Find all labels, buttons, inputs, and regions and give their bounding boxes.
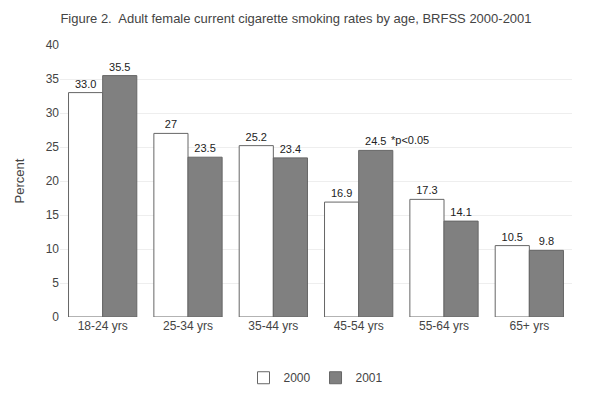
svg-text:9.8: 9.8 (539, 235, 554, 247)
svg-text:23.4: 23.4 (280, 143, 301, 155)
svg-text:14.1: 14.1 (450, 206, 471, 218)
svg-text:35: 35 (46, 72, 60, 86)
svg-text:18-24 yrs: 18-24 yrs (78, 319, 128, 333)
svg-text:0: 0 (52, 310, 59, 324)
svg-text:Figure 2. Adult female curren: Figure 2. Adult female current cigarette… (60, 11, 531, 26)
svg-text:2001: 2001 (356, 371, 383, 385)
svg-text:25.2: 25.2 (246, 131, 267, 143)
svg-text:35-44 yrs: 35-44 yrs (248, 319, 298, 333)
svg-text:55-64 yrs: 55-64 yrs (419, 319, 469, 333)
svg-text:*p<0.05: *p<0.05 (391, 134, 429, 146)
svg-text:Percent: Percent (12, 158, 27, 203)
svg-text:5: 5 (52, 276, 59, 290)
svg-text:10: 10 (46, 242, 60, 256)
svg-text:25-34 yrs: 25-34 yrs (163, 319, 213, 333)
svg-text:65+ yrs: 65+ yrs (509, 319, 549, 333)
svg-text:2000: 2000 (284, 371, 311, 385)
svg-text:10.5: 10.5 (502, 231, 523, 243)
svg-text:17.3: 17.3 (416, 184, 437, 196)
svg-text:27: 27 (165, 118, 177, 130)
svg-text:35.5: 35.5 (109, 61, 130, 73)
svg-text:20: 20 (46, 174, 60, 188)
svg-text:45-54 yrs: 45-54 yrs (334, 319, 384, 333)
svg-text:24.5: 24.5 (365, 135, 386, 147)
svg-text:25: 25 (46, 140, 60, 154)
svg-text:33.0: 33.0 (75, 78, 96, 90)
svg-text:15: 15 (46, 208, 60, 222)
svg-text:40: 40 (46, 38, 60, 52)
svg-text:23.5: 23.5 (194, 142, 215, 154)
svg-text:16.9: 16.9 (331, 187, 352, 199)
svg-text:30: 30 (46, 106, 60, 120)
